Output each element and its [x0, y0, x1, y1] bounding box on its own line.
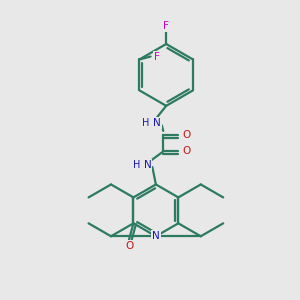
Text: N: N: [152, 231, 160, 241]
Text: F: F: [163, 21, 169, 31]
Text: O: O: [183, 146, 191, 157]
Text: O: O: [125, 241, 133, 251]
Text: N: N: [144, 160, 152, 170]
Text: H: H: [133, 160, 140, 170]
Text: F: F: [154, 52, 160, 61]
Text: O: O: [183, 130, 191, 140]
Text: H: H: [142, 118, 150, 128]
Text: N: N: [154, 118, 161, 128]
